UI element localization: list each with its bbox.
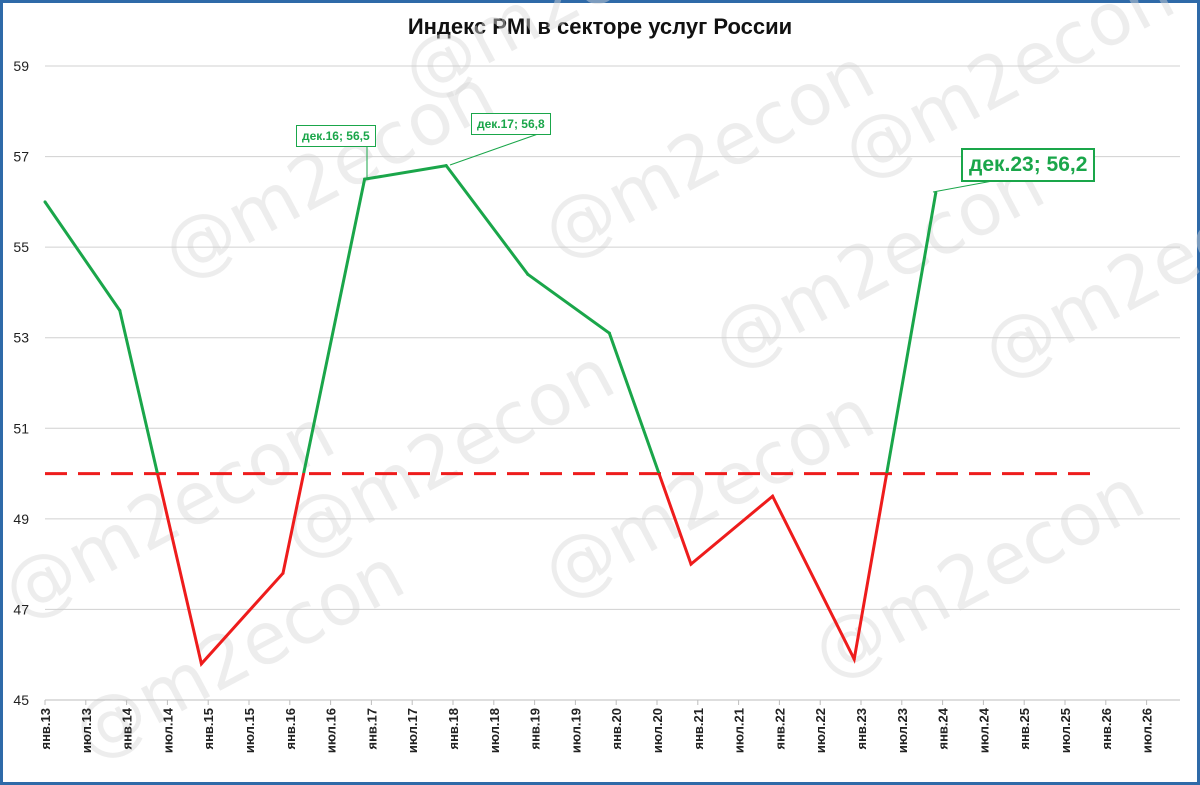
y-tick-label: 53	[13, 330, 29, 346]
x-tick-label: янв.19	[528, 708, 543, 750]
chart-title: Индекс PMI в секторе услуг России	[407, 14, 793, 39]
x-tick-label: янв.15	[201, 708, 216, 750]
annotation-leader	[449, 133, 539, 166]
x-tick-label: июл.26	[1140, 708, 1155, 753]
x-tick-label: июл.23	[895, 708, 910, 753]
x-tick-label: янв.21	[691, 708, 706, 750]
x-axis: янв.13 июл.13 янв.14 июл.14 янв.15 июл.15 янв.…	[38, 700, 1155, 753]
y-tick-label: 57	[13, 149, 29, 165]
series-layer	[43, 163, 1100, 667]
x-tick-label: июл.24	[976, 707, 991, 753]
y-tick-label: 59	[13, 58, 29, 74]
x-tick-label: июл.13	[79, 708, 94, 753]
x-tick-label: июл.18	[487, 708, 502, 753]
y-tick-label: 55	[13, 239, 29, 255]
y-tick-label: 51	[13, 420, 29, 436]
x-tick-label: июл.22	[813, 708, 828, 753]
x-tick-label: янв.17	[364, 708, 379, 750]
data-point	[363, 177, 367, 181]
y-axis: 45 47 49 51 53 55 57 59	[13, 58, 29, 708]
x-tick-label: янв.22	[772, 708, 787, 750]
data-point	[199, 662, 203, 666]
series-line-above-50	[43, 163, 938, 473]
x-tick-label: янв.14	[120, 707, 135, 749]
x-tick-label: июл.19	[568, 708, 583, 753]
data-label-дек-23: дек.23; 56,2	[961, 148, 1096, 182]
data-label-дек-17: дек.17; 56,8	[471, 113, 551, 135]
data-point	[43, 200, 47, 204]
x-tick-label: янв.24	[936, 707, 951, 749]
x-tick-label: июл.17	[405, 708, 420, 753]
watermark-text: @m2econ	[389, 0, 748, 115]
x-tick-label: июл.16	[324, 708, 339, 753]
data-point	[526, 272, 530, 276]
y-tick-label: 45	[13, 692, 29, 708]
data-point	[281, 571, 285, 575]
data-point	[118, 309, 122, 313]
series-line-below-50	[155, 473, 889, 667]
x-tick-label: янв.20	[609, 708, 624, 750]
grid-layer	[45, 65, 1180, 701]
data-point	[771, 494, 775, 498]
x-tick-label: янв.26	[1099, 708, 1114, 750]
x-tick-label: янв.13	[38, 708, 53, 750]
x-tick-label: июл.14	[160, 707, 175, 753]
x-tick-label: июл.21	[732, 708, 747, 753]
x-tick-label: июл.20	[650, 708, 665, 753]
x-tick-label: янв.18	[446, 708, 461, 750]
data-point	[444, 164, 448, 168]
data-point	[852, 657, 856, 661]
x-tick-label: июл.25	[1058, 708, 1073, 753]
x-tick-label: июл.15	[242, 708, 257, 753]
x-tick-label: янв.16	[283, 708, 298, 750]
x-tick-label: янв.23	[854, 708, 869, 750]
data-point	[607, 331, 611, 335]
x-tick-label: янв.25	[1017, 708, 1032, 750]
y-tick-label: 47	[13, 601, 29, 617]
data-label-дек-16: дек.16; 56,5	[296, 125, 376, 147]
y-tick-label: 49	[13, 511, 29, 527]
data-point	[689, 562, 693, 566]
